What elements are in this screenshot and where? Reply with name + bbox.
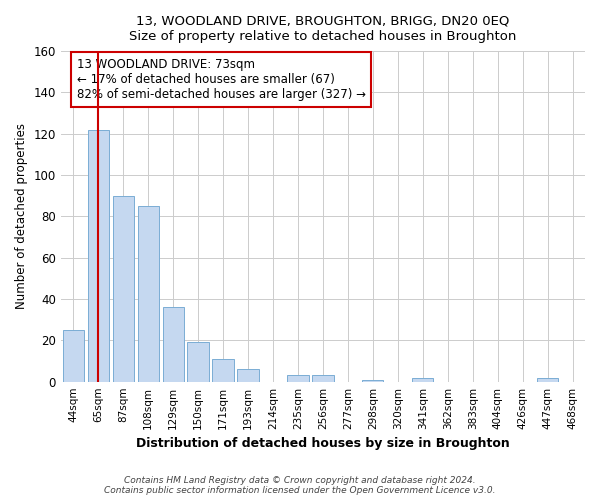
Bar	[212, 359, 233, 382]
Bar	[412, 378, 433, 382]
Bar	[287, 376, 308, 382]
Bar	[62, 330, 84, 382]
Bar	[238, 370, 259, 382]
Bar	[88, 130, 109, 382]
Text: 13 WOODLAND DRIVE: 73sqm
← 17% of detached houses are smaller (67)
82% of semi-d: 13 WOODLAND DRIVE: 73sqm ← 17% of detach…	[77, 58, 365, 100]
Bar	[362, 380, 383, 382]
Bar	[163, 308, 184, 382]
X-axis label: Distribution of detached houses by size in Broughton: Distribution of detached houses by size …	[136, 437, 510, 450]
Bar	[187, 342, 209, 382]
Bar	[137, 206, 159, 382]
Bar	[537, 378, 558, 382]
Bar	[113, 196, 134, 382]
Bar	[312, 376, 334, 382]
Text: Contains HM Land Registry data © Crown copyright and database right 2024.
Contai: Contains HM Land Registry data © Crown c…	[104, 476, 496, 495]
Title: 13, WOODLAND DRIVE, BROUGHTON, BRIGG, DN20 0EQ
Size of property relative to deta: 13, WOODLAND DRIVE, BROUGHTON, BRIGG, DN…	[129, 15, 517, 43]
Y-axis label: Number of detached properties: Number of detached properties	[15, 124, 28, 310]
